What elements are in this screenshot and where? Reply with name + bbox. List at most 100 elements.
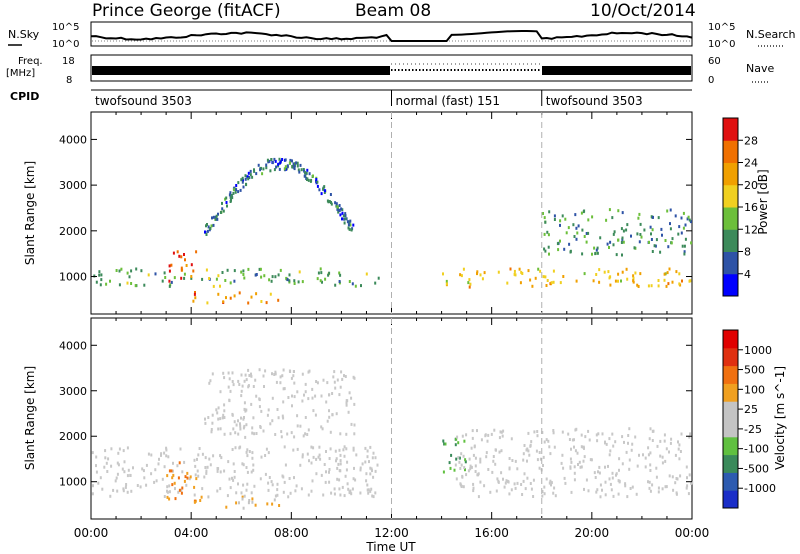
scatter-cell <box>282 387 285 391</box>
scatter-cell <box>212 223 215 227</box>
scatter-cell <box>595 490 598 494</box>
scatter-cell <box>264 472 267 476</box>
scatter-cell <box>541 431 544 434</box>
scatter-cell <box>258 368 261 372</box>
scatter-cell <box>255 432 258 435</box>
scatter-cell <box>342 448 345 452</box>
scatter-cell <box>573 438 575 442</box>
scatter-cell <box>604 493 607 497</box>
scatter-cell <box>657 216 660 220</box>
scatter-cell <box>621 211 624 215</box>
scatter-cell <box>274 275 277 279</box>
scatter-cell <box>350 396 353 400</box>
scatter-cell <box>683 244 686 248</box>
scatter-cell <box>487 468 490 471</box>
scatter-cell <box>348 227 351 231</box>
scatter-cell <box>476 270 479 274</box>
scatter-cell <box>498 436 501 440</box>
scatter-cell <box>585 478 588 482</box>
scatter-cell <box>638 240 641 244</box>
scatter-cell <box>270 279 273 283</box>
scatter-cell <box>617 209 620 213</box>
scatter-cell <box>480 438 483 442</box>
scatter-cell <box>568 242 571 246</box>
scatter-cell <box>172 473 175 477</box>
time-axis-title: Time UT <box>365 540 416 554</box>
scatter-cell <box>486 439 489 443</box>
scatter-cell <box>680 231 683 235</box>
scatter-cell <box>548 445 551 449</box>
scatter-cell <box>611 216 614 220</box>
scatter-cell <box>543 247 546 251</box>
scatter-cell <box>193 500 196 504</box>
scatter-cell <box>599 495 602 499</box>
scatter-cell <box>301 455 304 459</box>
scatter-cell <box>277 416 280 420</box>
scatter-cell <box>312 409 315 413</box>
scatter-cell <box>104 449 107 453</box>
scatter-cell <box>580 445 583 449</box>
scatter-cell <box>223 409 226 413</box>
scatter-cell <box>359 466 362 470</box>
scatter-cell <box>242 506 245 510</box>
scatter-cell <box>265 301 268 305</box>
scatter-cell <box>620 279 622 283</box>
scatter-cell <box>565 231 568 235</box>
scatter-cell <box>246 454 249 458</box>
scatter-cell <box>163 465 166 469</box>
scatter-cell <box>243 407 246 411</box>
scatter-cell <box>183 479 186 483</box>
scatter-cell <box>184 258 186 262</box>
scatter-cell <box>339 385 342 389</box>
scatter-cell <box>240 373 243 377</box>
scatter-cell <box>529 443 532 447</box>
scatter-cell <box>479 273 482 277</box>
scatter-cell <box>226 204 228 208</box>
scatter-cell <box>312 455 315 459</box>
scatter-cell <box>621 236 624 240</box>
scatter-cell <box>255 172 258 176</box>
scatter-cell <box>570 447 572 451</box>
scatter-cell <box>648 437 651 441</box>
scatter-cell <box>338 448 341 452</box>
scatter-cell <box>219 470 222 474</box>
scatter-cell <box>339 459 342 463</box>
scatter-cell <box>519 281 522 285</box>
scatter-cell <box>250 470 253 474</box>
scatter-cell <box>160 452 163 456</box>
scatter-cell <box>690 481 693 485</box>
scatter-cell <box>350 422 353 426</box>
scatter-cell <box>115 269 118 272</box>
scatter-cell <box>371 494 374 498</box>
scatter-cell <box>296 161 299 165</box>
scatter-cell <box>246 470 249 474</box>
scatter-cell <box>479 480 482 484</box>
scatter-cell <box>458 460 461 464</box>
scatter-cell <box>553 486 556 490</box>
scatter-cell <box>585 240 588 244</box>
velocity-colorbar-label: Velocity [m s^-1] <box>773 366 787 470</box>
scatter-cell <box>329 447 332 451</box>
scatter-cell <box>204 230 206 234</box>
scatter-cell <box>206 465 209 469</box>
scatter-cell <box>110 464 113 468</box>
scatter-cell <box>618 479 621 483</box>
scatter-cell <box>319 279 322 283</box>
scatter-cell <box>624 484 627 488</box>
scatter-cell <box>308 459 310 463</box>
scatter-cell <box>630 234 632 238</box>
scatter-cell <box>339 273 342 277</box>
scatter-cell <box>294 489 297 493</box>
scatter-cell <box>228 398 231 402</box>
scatter-cell <box>334 201 337 205</box>
scatter-cell <box>587 429 590 433</box>
scatter-cell <box>573 478 576 482</box>
scatter-cell <box>147 452 150 456</box>
scatter-cell <box>333 380 336 384</box>
scatter-cell <box>244 174 247 178</box>
scatter-cell <box>161 279 164 283</box>
scatter-cell <box>183 276 186 280</box>
scatter-cell <box>242 185 245 189</box>
scatter-cell <box>100 273 103 277</box>
velocity-colorbar-segment <box>723 419 738 438</box>
